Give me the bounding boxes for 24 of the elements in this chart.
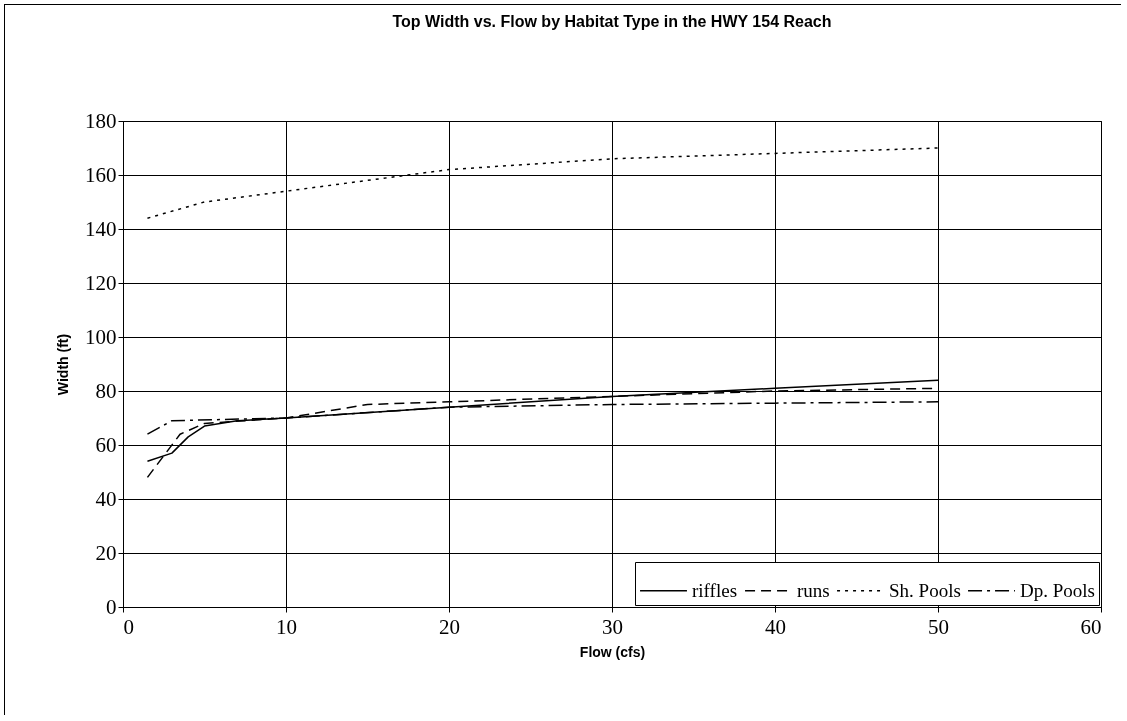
x-tick-label: 30 — [602, 614, 623, 639]
x-tick-label: 40 — [765, 614, 786, 639]
y-tick-label: 120 — [85, 270, 117, 295]
y-tick-label: 160 — [85, 162, 117, 187]
x-tick-label: 10 — [276, 614, 297, 639]
y-tick-label: 140 — [85, 216, 117, 241]
x-tick-label: 0 — [123, 614, 134, 639]
y-tick-label: 20 — [95, 540, 117, 565]
legend-label: Dp. Pools — [1020, 579, 1095, 601]
y-tick-label: 40 — [95, 486, 117, 511]
y-axis-title: Width (ft) — [55, 333, 71, 396]
legend-label: Sh. Pools — [889, 579, 961, 601]
chart-title: Top Width vs. Flow by Habitat Type in the HWY 154 Reach — [392, 13, 832, 30]
y-tick-label: 0 — [106, 594, 117, 619]
x-tick-label: 20 — [439, 614, 460, 639]
x-tick-label: 60 — [1080, 614, 1102, 639]
x-axis-title: Flow (cfs) — [579, 643, 646, 660]
y-tick-label: 80 — [95, 378, 117, 403]
y-tick-label: 60 — [95, 432, 117, 457]
legend-label: runs — [797, 579, 830, 601]
x-tick-label: 50 — [928, 614, 949, 639]
y-tick-label: 100 — [85, 324, 117, 349]
legend-label: riffles — [692, 579, 738, 601]
y-tick-label: 180 — [85, 108, 117, 133]
